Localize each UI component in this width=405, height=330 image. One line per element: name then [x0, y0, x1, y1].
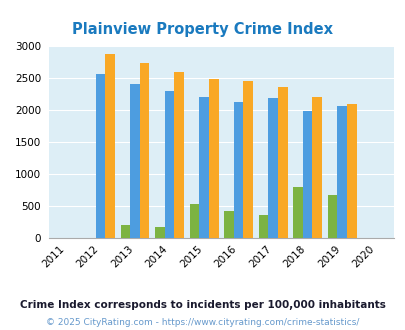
Bar	[327, 195, 337, 238]
Bar	[292, 187, 302, 238]
Bar	[268, 98, 277, 238]
Text: Crime Index corresponds to incidents per 100,000 inhabitants: Crime Index corresponds to incidents per…	[20, 300, 385, 310]
Bar	[164, 91, 174, 238]
Bar	[199, 97, 208, 238]
Bar	[155, 227, 164, 238]
Bar	[130, 84, 139, 238]
Bar	[233, 102, 243, 238]
Bar	[243, 81, 252, 238]
Bar	[189, 204, 199, 238]
Bar	[139, 63, 149, 238]
Bar	[311, 97, 321, 238]
Text: Plainview Property Crime Index: Plainview Property Crime Index	[72, 22, 333, 37]
Bar	[337, 106, 346, 238]
Bar	[302, 111, 311, 238]
Bar	[224, 212, 233, 238]
Bar	[208, 79, 218, 238]
Bar	[96, 74, 105, 238]
Bar	[277, 87, 287, 238]
Bar	[174, 72, 183, 238]
Bar	[346, 104, 356, 238]
Text: © 2025 CityRating.com - https://www.cityrating.com/crime-statistics/: © 2025 CityRating.com - https://www.city…	[46, 318, 359, 327]
Bar	[258, 214, 268, 238]
Bar	[120, 225, 130, 238]
Bar	[105, 54, 115, 238]
